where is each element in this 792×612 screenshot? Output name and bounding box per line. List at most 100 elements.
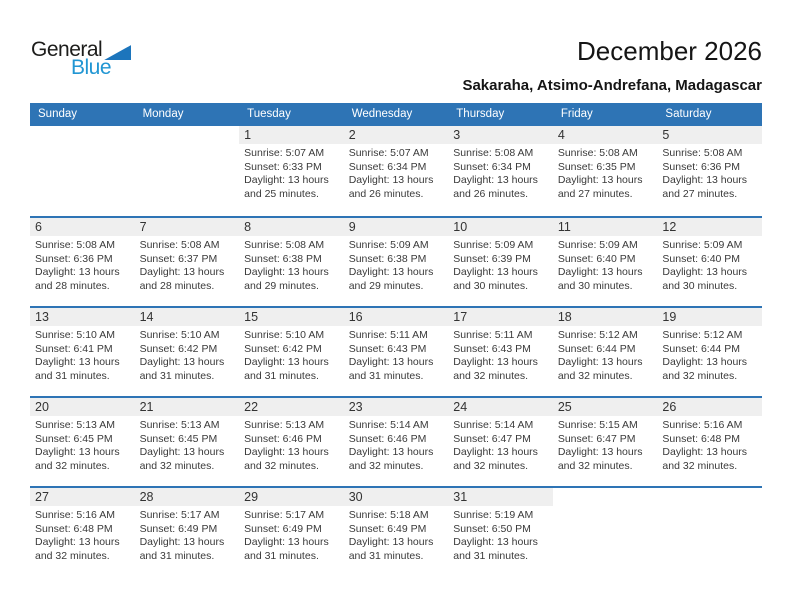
day-details: Sunrise: 5:08 AM Sunset: 6:36 PM Daylight:… [657,144,762,201]
sunset-text: Sunset: 6:36 PM [35,252,113,265]
daylight-line1-text: Daylight: 13 hours [35,536,120,548]
sunset-text: Sunset: 6:39 PM [453,252,531,265]
sunset-text: Sunset: 6:40 PM [662,252,741,265]
day-cell-empty [135,126,240,216]
sunset-text: Sunset: 6:45 PM [139,432,218,445]
daylight-line2-text: and 32 minutes. [662,369,738,382]
day-cell-5: 5 Sunrise: 5:08 AM Sunset: 6:36 PM Daylight… [657,126,762,216]
sunset-text: Sunset: 6:37 PM [139,252,218,265]
daylight-line1-text: Daylight: 13 hours [348,174,434,186]
day-cell-18: 18 Sunrise: 5:12 AM Sunset: 6:44 PM Dayligh… [552,308,658,396]
daylight-line1-text: Daylight: 13 hours [348,356,434,368]
daylight-line1-text: Daylight: 13 hours [244,446,329,458]
sunset-text: Sunset: 6:40 PM [557,252,636,265]
weekday-header-thursday: Thursday [456,108,505,120]
daylight-line1-text: Daylight: 13 hours [139,266,225,278]
sunrise-text: Sunrise: 5:08 AM [453,147,534,159]
day-details: Sunrise: 5:09 AM Sunset: 6:40 PM Daylight:… [657,236,762,293]
sunrise-text: Sunrise: 5:17 AM [139,509,220,521]
weekday-header-row: Sunday Monday Tuesday Wednesday Thursday Frid… [30,103,762,126]
daylight-line2-text: and 28 minutes. [139,279,215,292]
daylight-line1-text: Daylight: 13 hours [453,446,538,458]
day-details: Sunrise: 5:13 AM Sunset: 6:46 PM Daylight:… [239,416,344,473]
sunset-text: Sunset: 6:48 PM [662,432,741,445]
day-number: 14 [134,308,240,326]
day-cell-empty [657,488,762,576]
day-cell-25: 25 Sunrise: 5:15 AM Sunset: 6:47 PM Dayligh… [552,398,658,486]
day-details: Sunrise: 5:16 AM Sunset: 6:48 PM Daylight:… [657,416,762,473]
weekday-header-friday: Friday [560,108,593,120]
day-details: Sunrise: 5:18 AM Sunset: 6:49 PM Daylight:… [344,506,449,563]
daylight-line2-text: and 25 minutes. [244,187,319,200]
day-number-empty [30,126,135,144]
daylight-line2-text: and 32 minutes. [35,459,110,472]
daylight-line2-text: and 27 minutes. [557,187,633,200]
day-cell-20: 20 Sunrise: 5:13 AM Sunset: 6:45 PM Dayligh… [30,398,135,486]
sunrise-text: Sunrise: 5:17 AM [244,509,325,521]
day-cell-30: 30 Sunrise: 5:18 AM Sunset: 6:49 PM Dayligh… [343,488,449,576]
daylight-line1-text: Daylight: 13 hours [453,356,538,368]
sunset-text: Sunset: 6:35 PM [557,160,636,173]
daylight-line2-text: and 31 minutes. [139,549,215,562]
day-number: 17 [448,308,553,326]
sunrise-text: Sunrise: 5:10 AM [244,329,325,341]
day-details: Sunrise: 5:07 AM Sunset: 6:34 PM Daylight:… [344,144,449,201]
day-number: 10 [448,218,553,236]
day-details: Sunrise: 5:15 AM Sunset: 6:47 PM Daylight:… [553,416,658,473]
day-details: Sunrise: 5:09 AM Sunset: 6:39 PM Daylight:… [448,236,553,293]
daylight-line1-text: Daylight: 13 hours [35,266,120,278]
daylight-line1-text: Daylight: 13 hours [244,266,329,278]
sunrise-text: Sunrise: 5:09 AM [453,239,534,251]
sunrise-text: Sunrise: 5:15 AM [557,419,638,431]
day-number: 27 [30,488,135,506]
sunrise-text: Sunrise: 5:18 AM [348,509,429,521]
sunrise-text: Sunrise: 5:14 AM [348,419,429,431]
daylight-line1-text: Daylight: 13 hours [557,174,643,186]
sunset-text: Sunset: 6:34 PM [348,160,427,173]
sunrise-text: Sunrise: 5:14 AM [453,419,534,431]
calendar-grid: 1 Sunrise: 5:07 AM Sunset: 6:33 PM Daylight… [30,126,762,576]
daylight-line2-text: and 32 minutes. [557,459,633,472]
daylight-line1-text: Daylight: 13 hours [662,174,748,186]
daylight-line1-text: Daylight: 13 hours [348,536,434,548]
day-details: Sunrise: 5:10 AM Sunset: 6:41 PM Daylight:… [30,326,135,383]
sunrise-text: Sunrise: 5:09 AM [557,239,638,251]
sunset-text: Sunset: 6:48 PM [35,522,113,535]
daylight-line2-text: and 30 minutes. [453,279,528,292]
sunset-text: Sunset: 6:46 PM [348,432,427,445]
day-number-empty [553,488,658,506]
day-number: 12 [657,218,762,236]
weekday-header-saturday: Saturday [665,108,712,120]
daylight-line1-text: Daylight: 13 hours [662,266,748,278]
day-number: 13 [30,308,135,326]
day-number: 9 [343,218,449,236]
day-number: 6 [30,218,135,236]
sunset-text: Sunset: 6:43 PM [348,342,427,355]
day-details: Sunrise: 5:07 AM Sunset: 6:33 PM Daylight:… [239,144,344,201]
daylight-line1-text: Daylight: 13 hours [139,446,225,458]
sunrise-text: Sunrise: 5:10 AM [35,329,115,341]
day-cell-22: 22 Sunrise: 5:13 AM Sunset: 6:46 PM Dayligh… [239,398,344,486]
day-number: 28 [134,488,240,506]
day-number-empty [135,126,240,144]
day-number: 3 [448,126,553,144]
daylight-line1-text: Daylight: 13 hours [139,356,225,368]
sunset-text: Sunset: 6:36 PM [662,160,741,173]
day-details: Sunrise: 5:11 AM Sunset: 6:43 PM Daylight:… [448,326,553,383]
day-cell-17: 17 Sunrise: 5:11 AM Sunset: 6:43 PM Dayligh… [448,308,553,396]
sunrise-text: Sunrise: 5:08 AM [244,239,325,251]
day-details: Sunrise: 5:16 AM Sunset: 6:48 PM Daylight:… [30,506,135,563]
daylight-line1-text: Daylight: 13 hours [348,266,434,278]
sunset-text: Sunset: 6:46 PM [244,432,322,445]
day-cell-26: 26 Sunrise: 5:16 AM Sunset: 6:48 PM Dayligh… [657,398,762,486]
sunrise-text: Sunrise: 5:09 AM [348,239,429,251]
sunrise-text: Sunrise: 5:16 AM [662,419,743,431]
sunrise-text: Sunrise: 5:19 AM [453,509,534,521]
day-number: 25 [552,398,658,416]
day-cell-11: 11 Sunrise: 5:09 AM Sunset: 6:40 PM Dayligh… [552,218,658,306]
day-cell-23: 23 Sunrise: 5:14 AM Sunset: 6:46 PM Dayligh… [343,398,449,486]
daylight-line1-text: Daylight: 13 hours [557,356,643,368]
daylight-line2-text: and 32 minutes. [557,369,633,382]
day-cell-12: 12 Sunrise: 5:09 AM Sunset: 6:40 PM Dayligh… [657,218,762,306]
